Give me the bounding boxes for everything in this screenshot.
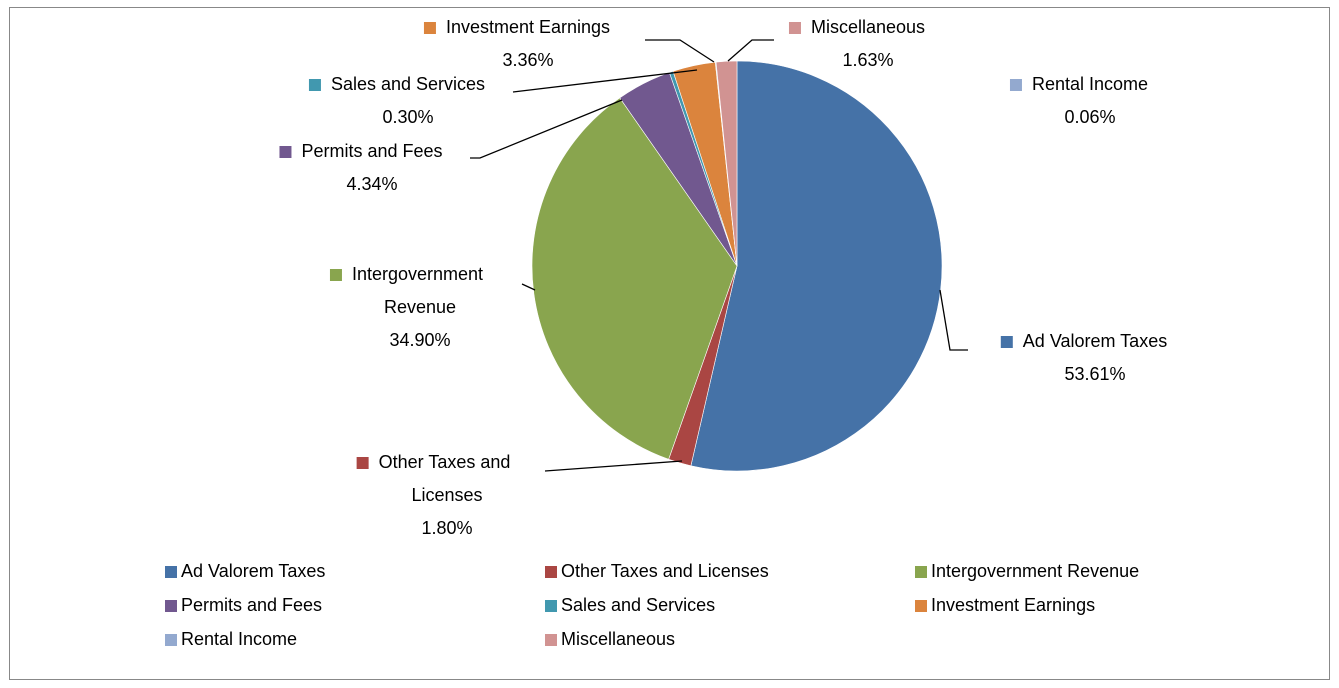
legend-swatch	[165, 600, 177, 612]
leader-line	[727, 39, 774, 62]
pie-slice	[531, 97, 738, 460]
label-line: Permits and Fees	[301, 141, 442, 161]
data-label-key	[329, 269, 342, 281]
leader-line	[470, 99, 623, 159]
legend-swatch	[165, 634, 177, 646]
legend-label: Other Taxes and Licenses	[561, 561, 769, 581]
data-label-key	[788, 22, 801, 34]
legend-label: Ad Valorem Taxes	[181, 561, 325, 581]
data-label-key	[308, 79, 321, 91]
data-label-name: Sales and Services	[331, 74, 485, 94]
label-line: Licenses	[411, 485, 482, 505]
legend-swatch	[545, 634, 557, 646]
data-label-value: 0.06%	[1064, 107, 1115, 127]
data-label-value: 4.34%	[346, 174, 397, 194]
legend-label: Miscellaneous	[561, 629, 675, 649]
data-label-name: Permits and Fees	[301, 141, 442, 161]
data-label-key	[279, 146, 292, 158]
legend-swatch	[165, 566, 177, 578]
data-label-name: Intergovernment Revenue	[352, 264, 488, 317]
label-line: Ad Valorem Taxes	[1023, 331, 1167, 351]
legend-label: Sales and Services	[561, 595, 715, 615]
leader-line	[544, 460, 683, 472]
legend-swatch	[545, 600, 557, 612]
data-label-value: 1.63%	[842, 50, 893, 70]
data-label-name: Rental Income	[1032, 74, 1148, 94]
label-line: Investment Earnings	[446, 17, 610, 37]
data-label-key	[423, 22, 436, 34]
data-label-key	[1000, 336, 1013, 348]
legend-swatch	[915, 600, 927, 612]
legend-label: Rental Income	[181, 629, 297, 649]
label-line: Revenue	[384, 297, 456, 317]
label-line: Sales and Services	[331, 74, 485, 94]
data-label-name: Ad Valorem Taxes	[1023, 331, 1167, 351]
data-label-value: 34.90%	[389, 330, 450, 350]
leader-line	[645, 39, 715, 63]
data-label-value: 3.36%	[502, 50, 553, 70]
legend-label: Intergovernment Revenue	[931, 561, 1139, 581]
data-label-value: 0.30%	[382, 107, 433, 127]
leader-line	[939, 289, 968, 351]
data-label-value: 1.80%	[421, 518, 472, 538]
legend-swatch	[915, 566, 927, 578]
data-label-name: Miscellaneous	[811, 17, 925, 37]
data-label-name: Investment Earnings	[446, 17, 610, 37]
legend-label: Investment Earnings	[931, 595, 1095, 615]
data-label-key	[356, 457, 369, 469]
legend-swatch	[545, 566, 557, 578]
data-label-name: Other Taxes and Licenses	[379, 452, 516, 505]
leader-line	[512, 69, 698, 93]
label-line: Miscellaneous	[811, 17, 925, 37]
pie-slice	[715, 60, 738, 267]
leader-line	[521, 283, 536, 291]
label-line: Other Taxes and	[379, 452, 516, 472]
pie-slice	[690, 60, 943, 472]
data-label-value: 53.61%	[1064, 364, 1125, 384]
label-line: Rental Income	[1032, 74, 1148, 94]
data-label-key	[1009, 79, 1022, 91]
label-line: Intergovernment	[352, 264, 488, 284]
legend-label: Permits and Fees	[181, 595, 322, 615]
